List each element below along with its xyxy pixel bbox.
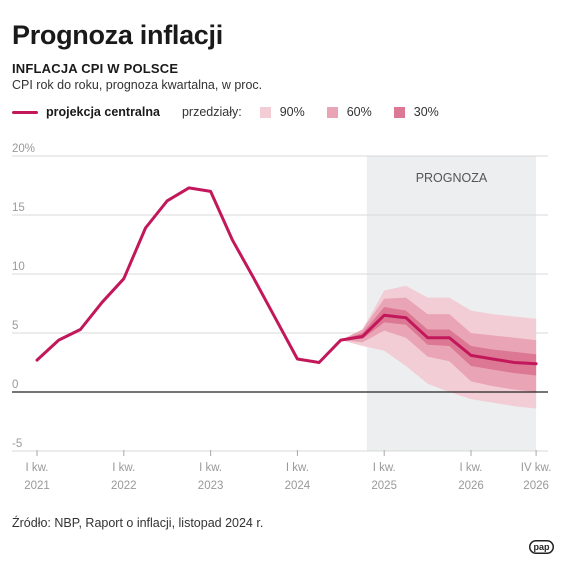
x-tick-year: 2025 [371,480,397,492]
x-tick-year: 2023 [198,480,224,492]
y-tick-label: 0 [12,379,18,391]
y-tick-label: 15 [12,202,25,214]
legend-60-label: 60% [346,105,372,119]
legend: projekcja centralna przedziały: 90% 60% … [12,103,461,121]
legend-item-90: 90% [259,105,305,119]
x-tick-label: I kw. [112,462,135,474]
x-tick-label: I kw. [25,462,48,474]
x-tick-year: 2026 [458,480,484,492]
central-series [35,186,538,366]
y-tick-label: 10 [12,261,25,273]
forecast-label: PROGNOZA [416,171,488,185]
source-note: Źródło: NBP, Raport o inflacji, listopad… [12,516,264,530]
x-tick-label: I kw. [459,462,482,474]
x-tick-year: 2021 [24,480,50,492]
pap-logo-text: pap [533,542,550,552]
y-tick-label: 20% [12,143,35,155]
x-tick-year: 2022 [111,480,137,492]
x-tick-year: 2026 [523,480,549,492]
band-90-swatch [259,106,271,118]
y-axis-ticks: 20% 15 10 5 0 -5 [12,143,35,450]
pap-logo: pap [529,540,554,554]
legend-item-60: 60% [326,105,372,119]
x-tick-label: I kw. [286,462,309,474]
x-tick-year: 2024 [285,480,311,492]
chart-subtitle: INFLACJA CPI W POLSCE [12,61,179,76]
x-tick-label: I kw. [373,462,396,474]
legend-central-label: projekcja centralna [46,105,160,119]
legend-intervals-label: przedziały: [181,105,242,119]
band-60-swatch [326,106,338,118]
y-tick-label: 5 [12,320,18,332]
legend-90-label: 90% [279,105,305,119]
legend-item-30: 30% [393,105,439,119]
band-30-swatch [393,106,405,118]
legend-30-label: 30% [413,105,439,119]
x-tick-label: IV kw. [521,462,552,474]
central-projection-line [35,186,538,366]
y-tick-label: -5 [12,438,22,450]
x-tick-label: I kw. [199,462,222,474]
central-line-swatch [12,110,38,114]
page-title: Prognoza inflacji [12,20,223,50]
x-axis-ticks: I kw. 2021 I kw. 2022 I kw. 2023 I kw. 2024 I kw… [24,450,551,492]
chart-description: CPI rok do roku, prognoza kwartalna, w p… [12,78,263,92]
